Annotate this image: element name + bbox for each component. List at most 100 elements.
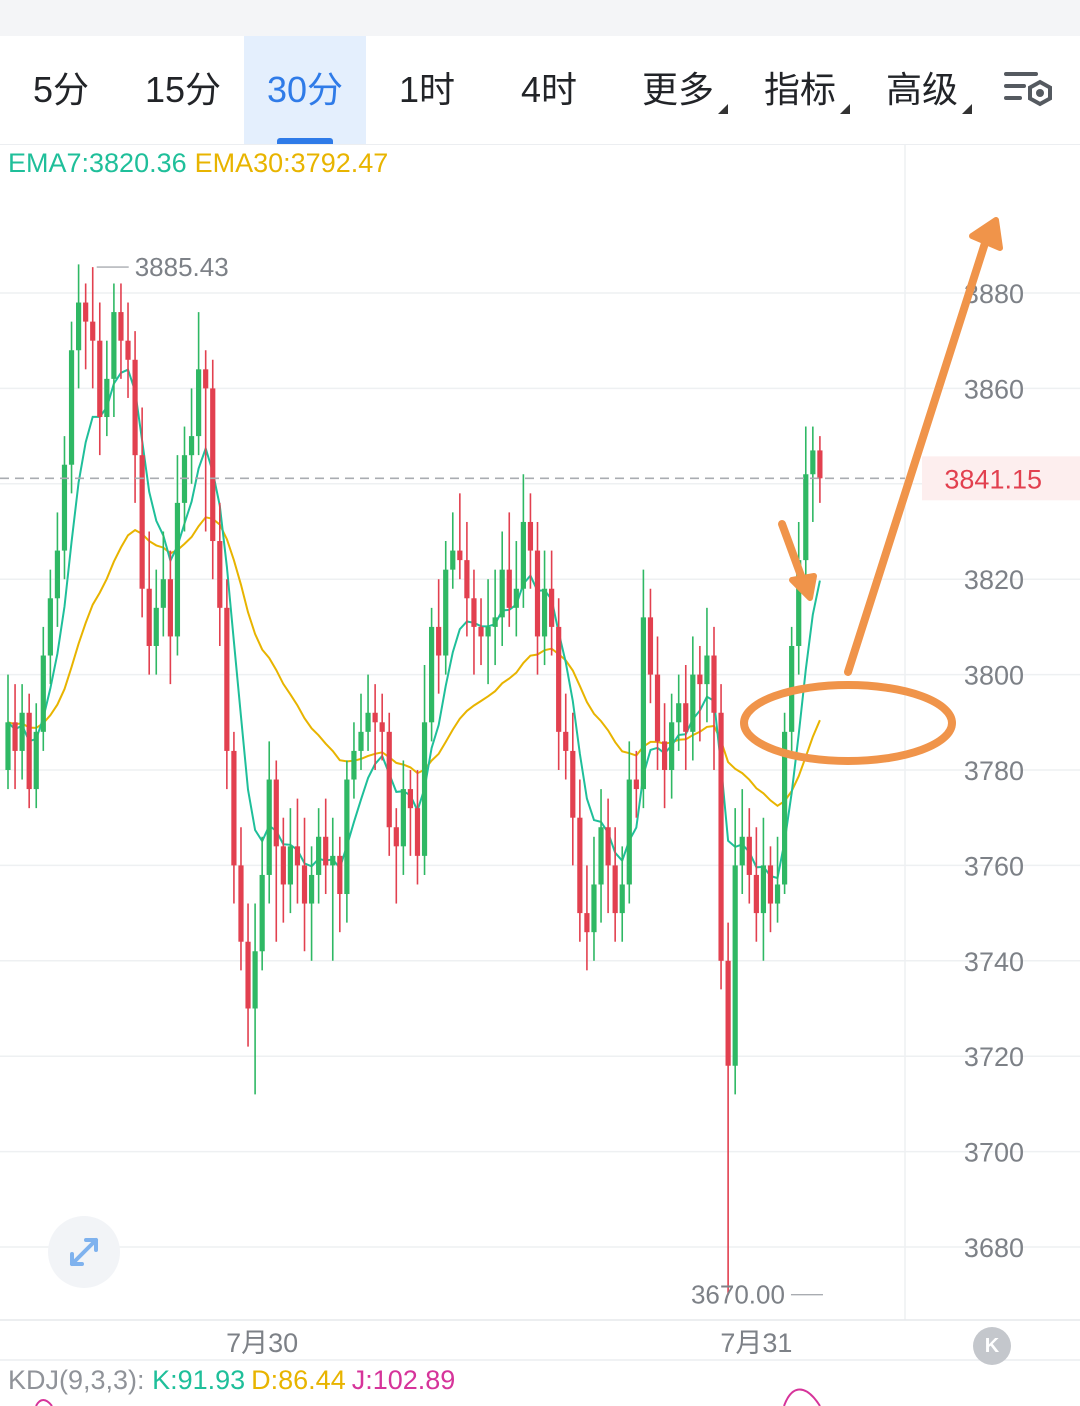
candle: [146, 531, 152, 675]
max-price-label: 3885.43: [135, 252, 229, 282]
candle: [203, 350, 209, 532]
candle-body: [633, 779, 639, 790]
candle-body: [167, 579, 173, 637]
candle: [76, 264, 82, 389]
candle: [174, 455, 181, 656]
y-tick-label: 3740: [964, 947, 1024, 977]
candle-body: [640, 617, 646, 790]
candle-body: [619, 884, 625, 914]
candle-body: [513, 588, 519, 608]
candle: [534, 521, 541, 675]
tab-1hour[interactable]: 1时: [398, 69, 456, 110]
candle: [753, 827, 759, 942]
annotation-down-arrowhead: [789, 573, 817, 601]
candle-body: [457, 550, 463, 561]
candle-body: [344, 779, 350, 895]
dropdown-corner-icon: [718, 104, 728, 114]
candle: [633, 750, 639, 818]
candle: [591, 836, 597, 961]
y-tick-label: 3800: [964, 661, 1024, 691]
candle: [478, 598, 484, 666]
candle: [252, 903, 258, 1095]
candle-body: [386, 731, 392, 828]
candle: [549, 550, 555, 656]
candle-body: [76, 302, 82, 351]
candle-body: [83, 302, 89, 322]
candle-body: [527, 521, 534, 551]
y-tick-label: 3720: [964, 1042, 1024, 1072]
candle: [12, 684, 18, 790]
candle-body: [47, 598, 53, 656]
candle: [690, 636, 696, 761]
candle: [33, 703, 39, 809]
candle-body: [556, 626, 562, 732]
tab-15min[interactable]: 15分: [144, 69, 222, 110]
chart-settings-icon[interactable]: [1000, 66, 1060, 116]
candle-body: [365, 712, 371, 732]
candle: [372, 684, 378, 770]
candle-body: [287, 846, 293, 885]
candle: [118, 283, 124, 379]
candle-body: [697, 674, 703, 685]
candle: [520, 474, 526, 608]
candle-body: [132, 359, 138, 456]
candle: [527, 493, 534, 589]
candle-body: [753, 874, 759, 914]
annotation-down-arrow-shaft: [778, 520, 808, 588]
tab-more[interactable]: 更多: [620, 36, 736, 144]
kdj-j-line: [35, 1399, 53, 1406]
candle: [774, 836, 781, 923]
candle: [619, 846, 625, 942]
dropdown-corner-icon: [962, 104, 972, 114]
candle-body: [810, 450, 816, 475]
candle-body: [351, 750, 357, 780]
candle-body: [118, 312, 124, 341]
candle: [365, 674, 371, 751]
candle-body: [280, 846, 286, 885]
y-tick-label: 3780: [964, 756, 1024, 786]
tab-4hour[interactable]: 4时: [520, 69, 578, 110]
k-line-toggle-button[interactable]: K: [973, 1327, 1011, 1365]
candle: [683, 665, 689, 770]
candle: [400, 760, 406, 875]
candle: [337, 836, 343, 933]
candle-body: [330, 855, 336, 866]
candle-body: [478, 626, 484, 637]
candle-body: [577, 817, 583, 914]
candle-body: [174, 502, 181, 637]
candle: [570, 712, 576, 866]
candle: [464, 521, 470, 637]
candle-body: [210, 388, 216, 542]
candle: [273, 760, 279, 942]
y-tick-label: 3820: [964, 565, 1024, 595]
candle: [386, 712, 392, 856]
ema-legend: EMA7:3820.36 EMA30:3792.47: [8, 146, 388, 180]
candle: [732, 808, 738, 1095]
candle: [577, 779, 583, 942]
candle: [443, 541, 449, 675]
fullscreen-button[interactable]: [48, 1216, 120, 1288]
annotation-circle: [740, 681, 956, 765]
candle: [245, 903, 251, 1047]
candle-body: [323, 836, 329, 866]
candle: [301, 817, 308, 952]
tab-indicators[interactable]: 指标: [742, 36, 858, 144]
candle-body: [654, 674, 661, 742]
candle-body: [217, 541, 223, 608]
candle-body: [796, 560, 802, 646]
candle-body: [725, 960, 731, 1066]
candle-body: [160, 579, 166, 608]
candle-body: [12, 722, 18, 751]
tab-5min[interactable]: 5分: [32, 69, 90, 110]
candle-body: [90, 321, 96, 341]
candle-body: [146, 588, 152, 646]
candle: [125, 302, 131, 398]
tab-advanced[interactable]: 高级: [864, 36, 980, 144]
candle: [153, 569, 159, 675]
tab-30min[interactable]: 30分: [244, 36, 366, 144]
y-tick-label: 3680: [964, 1233, 1024, 1263]
candle-body: [40, 655, 46, 732]
candle: [725, 922, 731, 1295]
candle: [90, 267, 96, 389]
